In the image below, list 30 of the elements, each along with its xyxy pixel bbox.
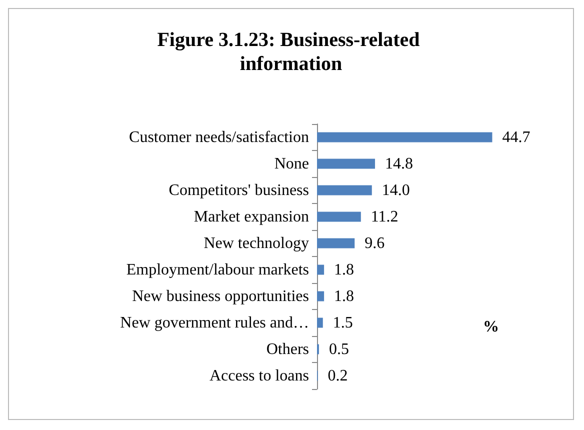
bar xyxy=(317,291,324,302)
y-tick-label: Others xyxy=(266,340,309,358)
y-tick-label: Employment/labour markets xyxy=(126,261,309,278)
bar xyxy=(317,318,323,328)
y-tick-label: Access to loans xyxy=(209,367,309,384)
bar xyxy=(317,264,324,275)
data-label: 11.2 xyxy=(370,208,398,226)
data-label: 44.7 xyxy=(502,128,530,146)
bar xyxy=(317,212,361,222)
data-label: 14.0 xyxy=(382,182,410,199)
y-tick-label: Market expansion xyxy=(194,208,309,226)
data-label: 9.6 xyxy=(364,234,385,252)
data-label: 0.5 xyxy=(328,340,349,358)
data-label: 1.8 xyxy=(334,288,354,305)
bar xyxy=(317,185,372,196)
data-label: 0.2 xyxy=(328,367,348,384)
y-tick-label: New technology xyxy=(204,234,309,252)
bar xyxy=(317,158,376,169)
bar xyxy=(317,238,355,248)
y-tick-label: Competitors' business xyxy=(168,182,309,199)
y-tick-label: Customer needs/satisfaction xyxy=(129,128,309,146)
data-label: 1.5 xyxy=(332,314,353,332)
x-axis-title: % xyxy=(483,318,499,336)
chart-title: Figure 3.1.23: Business-related information xyxy=(157,29,425,75)
y-tick-label: New government rules and… xyxy=(120,314,309,332)
y-tick-label: New business opportunities xyxy=(132,288,309,305)
data-label: 1.8 xyxy=(334,261,354,278)
data-label: 14.8 xyxy=(385,155,414,172)
bar xyxy=(317,132,492,142)
y-tick-label: None xyxy=(274,155,309,172)
